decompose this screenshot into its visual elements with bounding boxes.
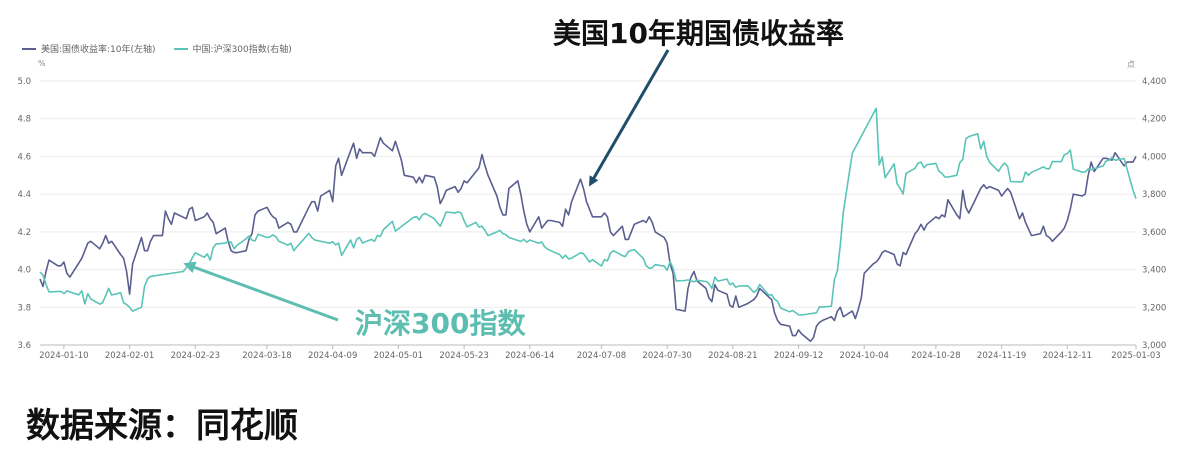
yield-annotation-label: 美国10年期国债收益率 [553, 17, 844, 50]
x-tick-label: 2024-07-08 [577, 351, 626, 361]
legend-swatch-yield [22, 47, 36, 50]
x-tick-label: 2024-02-23 [171, 351, 220, 361]
legend-item-yield[interactable]: 美国:国债收益率:10年(左轴) [22, 42, 156, 55]
x-tick-label: 2024-08-21 [708, 351, 757, 361]
chart-legend: 美国:国债收益率:10年(左轴) 中国:沪深300指数(右轴) [22, 42, 292, 55]
left-tick-label: 4.4 [17, 190, 31, 200]
right-axis-unit: 点 [1127, 60, 1135, 69]
left-tick-label: 3.6 [17, 341, 31, 351]
right-tick-label: 3,800 [1142, 190, 1166, 200]
legend-label-yield: 美国:国债收益率:10年(左轴) [41, 45, 156, 55]
series-line-csi300-index [39, 107, 1137, 316]
series-line-us10y-yield [39, 136, 1137, 343]
index-annotation-arrow [183, 261, 339, 322]
x-tick-label: 2024-05-01 [374, 351, 423, 361]
x-tick-label: 2024-01-10 [39, 351, 88, 361]
legend-item-index[interactable]: 中国:沪深300指数(右轴) [173, 42, 292, 55]
left-tick-label: 4.6 [17, 152, 31, 162]
x-tick-label: 2024-03-18 [242, 351, 291, 361]
x-tick-label: 2025-01-03 [1111, 351, 1160, 361]
yield-annotation-arrow [588, 49, 670, 187]
index-annotation-label: 沪深300指数 [355, 307, 526, 340]
x-tick-label: 2024-11-19 [977, 351, 1026, 361]
right-tick-label: 4,400 [1142, 77, 1166, 87]
left-tick-label: 3.8 [17, 303, 31, 313]
left-tick-label: 4.0 [17, 266, 31, 276]
legend-swatch-index [173, 47, 188, 50]
left-axis: 3.6 3.8 4.0 4.2 4.4 4.6 4.8 5.0 [17, 77, 31, 351]
right-tick-label: 4,000 [1142, 152, 1166, 162]
x-tick-label: 2024-07-30 [642, 351, 691, 361]
data-source-text: 数据来源：同花顺 [26, 406, 298, 446]
legend-label-index: 中国:沪深300指数(右轴) [192, 45, 292, 55]
x-tick-label: 2024-04-09 [308, 351, 357, 361]
right-tick-label: 3,000 [1142, 341, 1166, 351]
left-tick-label: 4.2 [17, 228, 31, 238]
x-tick-label: 2024-10-28 [911, 351, 960, 361]
left-tick-label: 4.8 [17, 115, 31, 125]
right-tick-label: 3,600 [1142, 228, 1166, 238]
series-layer [39, 107, 1137, 343]
right-tick-label: 3,400 [1142, 266, 1166, 276]
x-tick-label: 2024-09-12 [774, 351, 823, 361]
x-tick-label: 2024-10-04 [840, 351, 889, 361]
left-axis-unit: % [38, 59, 46, 68]
x-tick-label: 2024-02-01 [105, 351, 154, 361]
x-axis: 2024-01-10 2024-02-01 2024-02-23 2024-03-18… [39, 345, 1161, 361]
left-tick-label: 5.0 [17, 77, 31, 87]
x-tick-label: 2024-12-11 [1043, 351, 1092, 361]
right-tick-label: 4,200 [1142, 115, 1166, 125]
grid-lines [40, 80, 1136, 346]
right-tick-label: 3,200 [1142, 303, 1166, 313]
right-axis: 3,000 3,200 3,400 3,600 3,800 4,000 4,200 4,400 [1142, 77, 1166, 351]
x-tick-label: 2024-06-14 [505, 351, 554, 361]
x-tick-label: 2024-05-23 [439, 351, 488, 361]
annotation-arrows [183, 49, 670, 322]
